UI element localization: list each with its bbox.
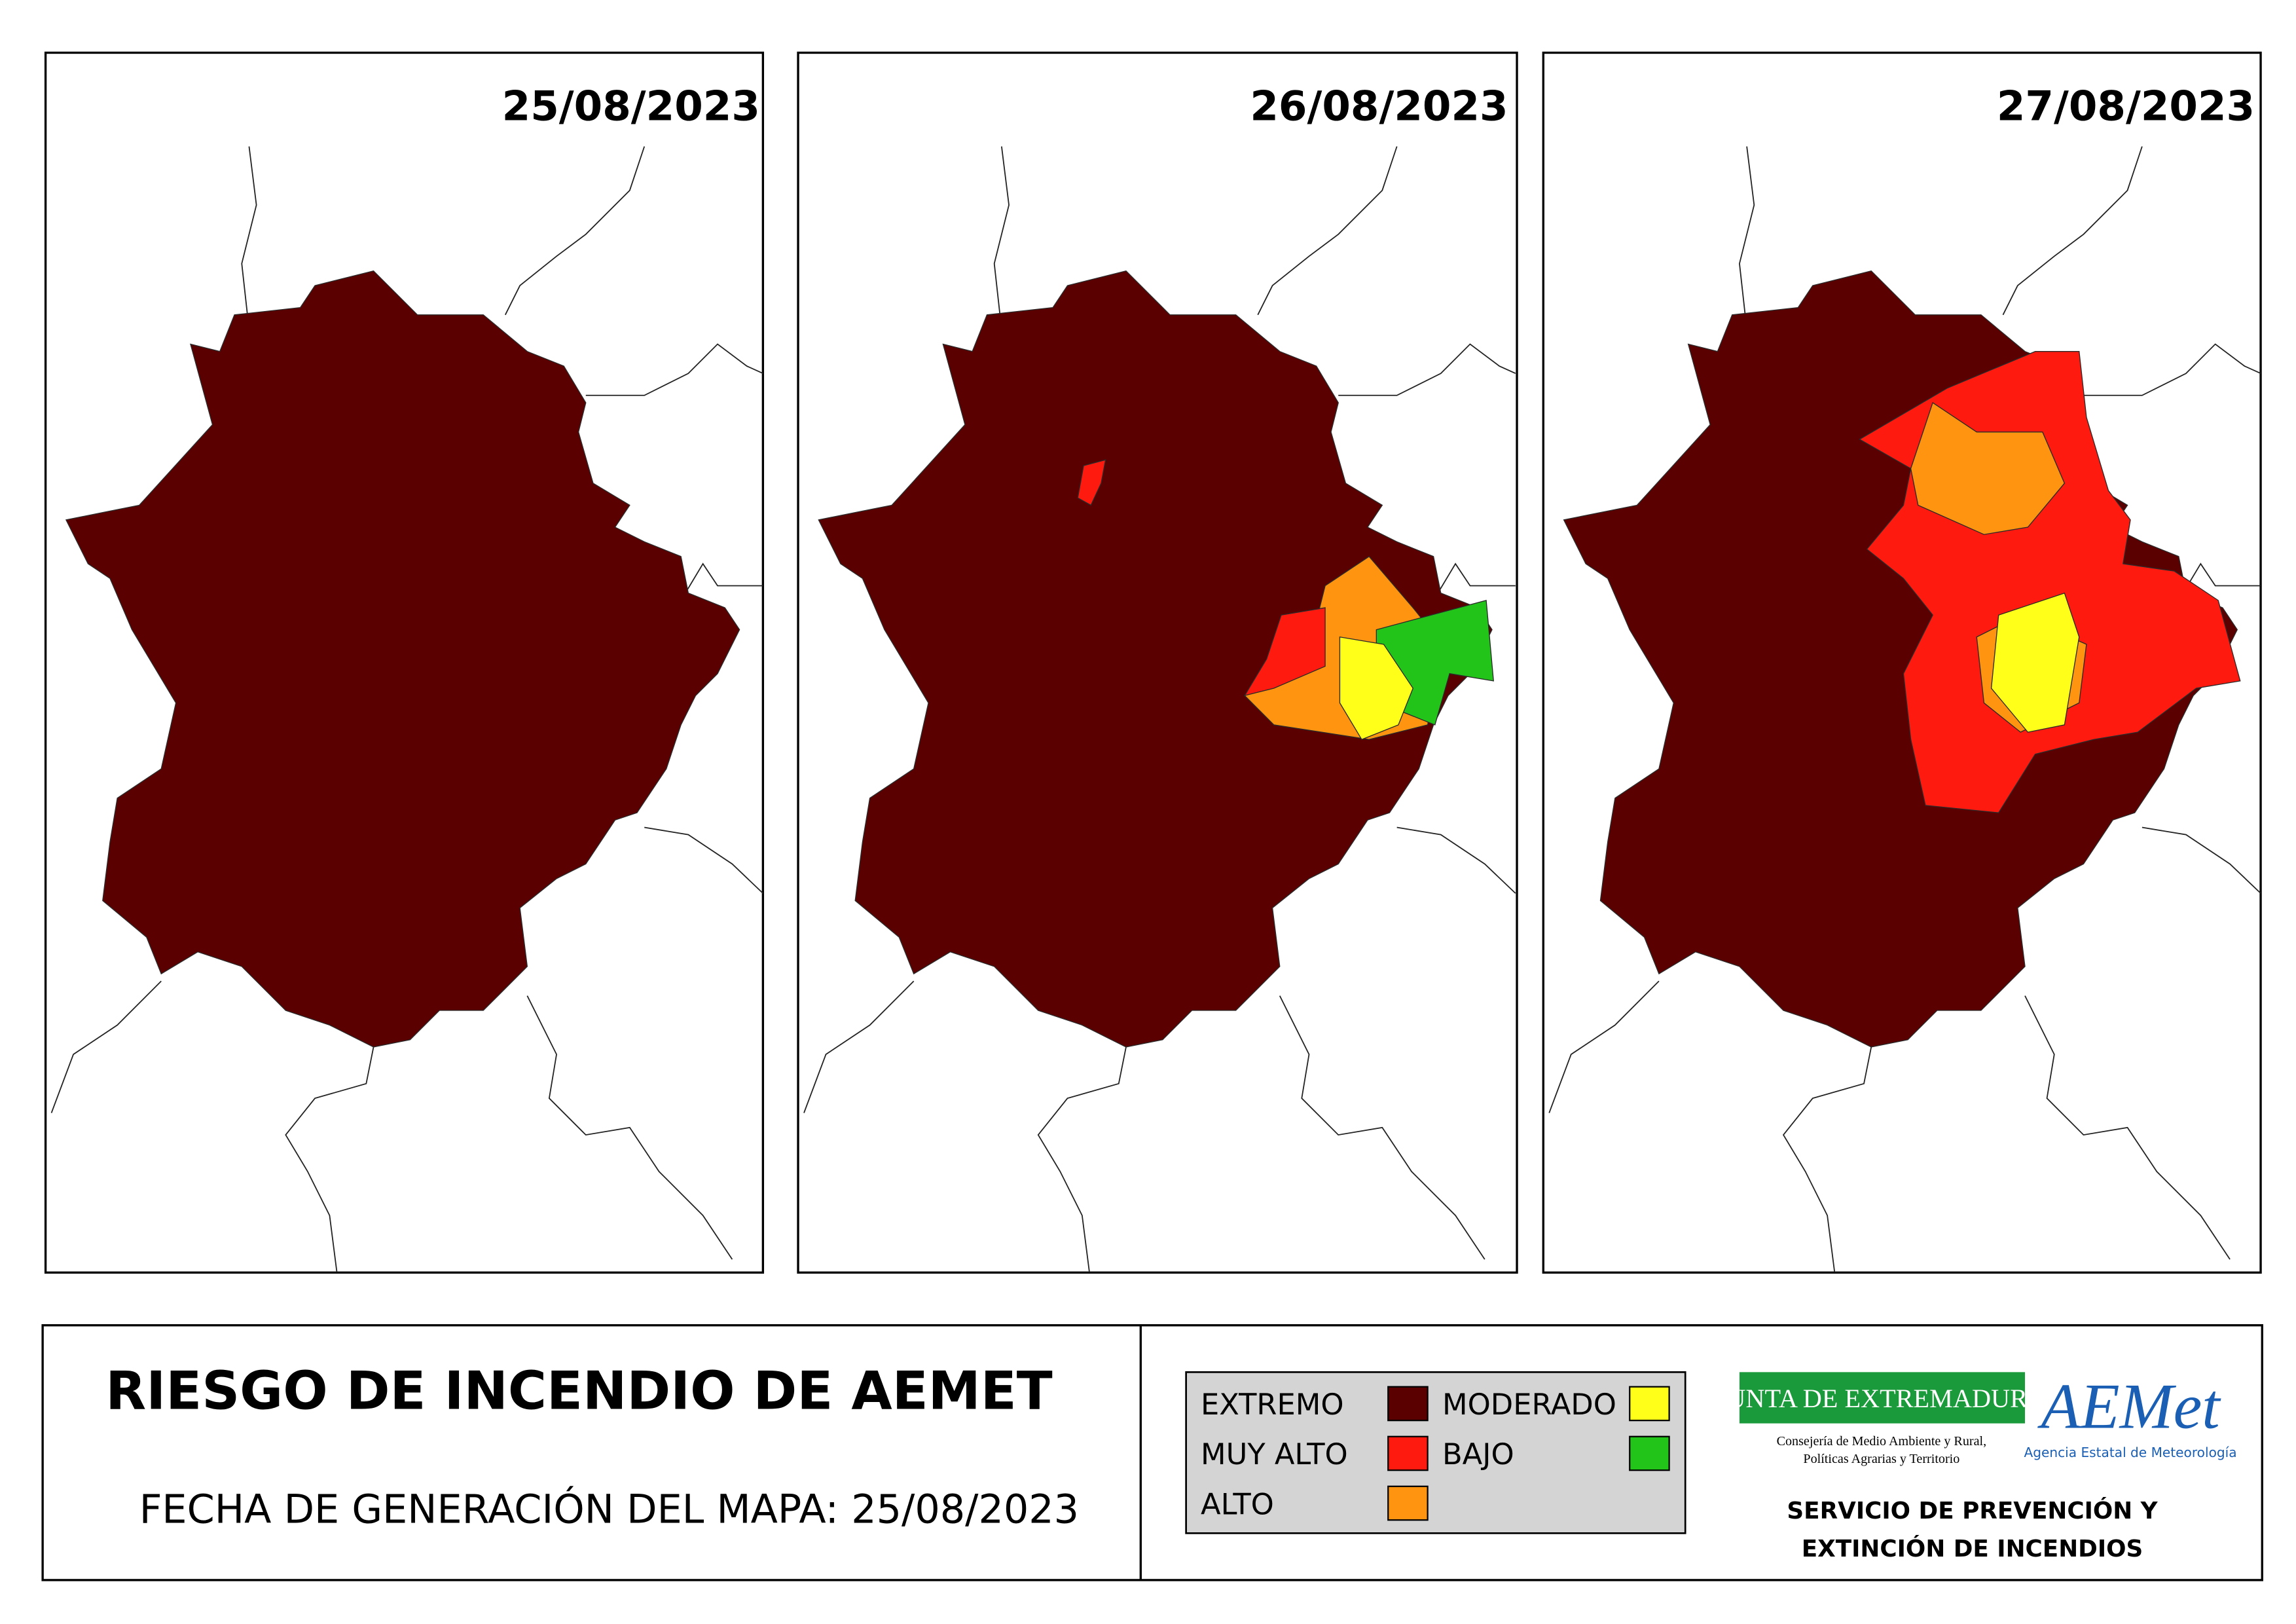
- footer-frame: [41, 1324, 2263, 1581]
- map-panel: 26/08/2023: [797, 51, 1518, 1274]
- service-line: EXTINCIÓN DE INCENDIOS: [1802, 1535, 2143, 1562]
- legend: EXTREMO MUY ALTO ALTO MODERADO BAJO: [1201, 1386, 1670, 1521]
- panel-date: 26/08/2023: [1250, 82, 1508, 130]
- map-panel: 27/08/2023: [1542, 51, 2262, 1274]
- legend-swatch: [1629, 1435, 1670, 1471]
- legend-swatch: [1387, 1435, 1429, 1471]
- legend-swatch: [1629, 1386, 1670, 1422]
- title: RIESGO DE INCENDIO DE AEMET: [105, 1359, 1052, 1421]
- region-muy-alto: [1077, 459, 1106, 506]
- legend-label: EXTREMO: [1201, 1387, 1344, 1422]
- footer: RIESGO DE INCENDIO DE AEMET FECHA DE GEN…: [41, 1324, 2263, 1581]
- panel-date: 27/08/2023: [1997, 82, 2255, 130]
- region-moderado: [1339, 636, 1414, 741]
- legend-label: BAJO: [1442, 1437, 1514, 1471]
- region-muy-alto: [1243, 607, 1326, 697]
- junta-logo-text: JUNTA DE EXTREMADURA: [1717, 1384, 2047, 1413]
- legend-label: MODERADO: [1442, 1387, 1616, 1422]
- legend-swatch: [1387, 1386, 1429, 1422]
- junta-sub: Consejería de Medio Ambiente y Rural,: [1777, 1434, 1987, 1449]
- aemet-logo: AEMet: [2037, 1371, 2221, 1442]
- legend-label: MUY ALTO: [1201, 1437, 1348, 1471]
- region-alto: [1910, 401, 2066, 535]
- junta-logo: [1739, 1372, 2026, 1424]
- map-panel: 25/08/2023: [44, 51, 765, 1274]
- legend-box: [1185, 1371, 1686, 1534]
- map-panels: 25/08/2023 26/08/2023: [44, 51, 2262, 1274]
- region-moderado: [1990, 592, 2080, 733]
- panel-date: 25/08/2023: [502, 82, 760, 130]
- subtitle: FECHA DE GENERACIÓN DEL MAPA: 25/08/2023: [139, 1486, 1079, 1533]
- legend-label: ALTO: [1201, 1486, 1274, 1521]
- legend-swatch: [1387, 1485, 1429, 1521]
- service-line: SERVICIO DE PREVENCIÓN Y: [1787, 1497, 2158, 1524]
- aemet-sub: Agencia Estatal de Meteorología: [2024, 1445, 2236, 1460]
- junta-sub: Políticas Agrarias y Territorio: [1803, 1452, 1959, 1466]
